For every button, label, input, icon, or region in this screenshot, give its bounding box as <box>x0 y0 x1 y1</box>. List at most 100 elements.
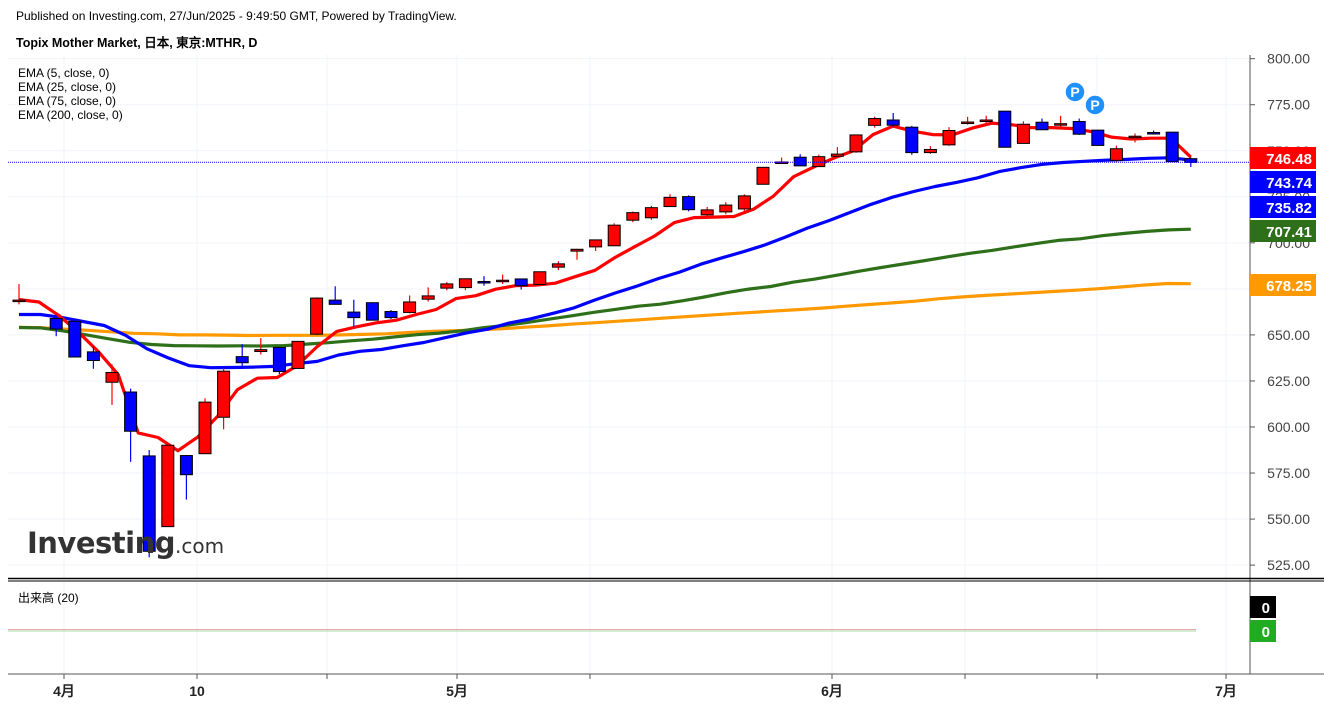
candle <box>1109 145 1123 163</box>
candle-body <box>979 119 993 123</box>
candle-body <box>124 391 138 432</box>
candle-body <box>998 110 1012 148</box>
candle-body <box>291 340 305 369</box>
candle <box>886 113 900 128</box>
candle-body <box>589 239 603 248</box>
candle <box>775 157 789 164</box>
candle <box>923 146 937 154</box>
candle-body <box>86 351 100 362</box>
candle-body <box>477 281 491 284</box>
candle-body <box>812 156 826 168</box>
candle <box>272 346 286 375</box>
candle-body <box>1109 148 1123 161</box>
volume-value-bg <box>1250 596 1276 618</box>
candle-body <box>1035 121 1049 131</box>
ema5-line <box>18 121 1192 453</box>
candle-body <box>700 209 714 216</box>
price-label-text: 746.48 <box>1266 151 1312 168</box>
candle <box>254 338 268 355</box>
candle <box>700 206 714 217</box>
price-label-bg <box>1250 171 1316 193</box>
candle <box>998 110 1012 148</box>
candle-body <box>737 195 751 210</box>
candle <box>458 278 472 291</box>
candle-body <box>421 295 435 300</box>
candle-body <box>682 196 696 211</box>
ema-lines <box>18 121 1192 453</box>
candle <box>1035 118 1049 131</box>
x-tick-label: 5月 <box>446 683 468 699</box>
volume-label: 出来高 (20) <box>18 591 79 605</box>
candle-body <box>719 204 733 213</box>
volume-value-label: 0 <box>1250 620 1276 642</box>
candle-body <box>458 278 472 289</box>
candle-body <box>775 161 789 164</box>
legend-ema200: EMA (200, close, 0) <box>18 108 123 122</box>
candle-body <box>179 455 193 476</box>
candle <box>961 116 975 125</box>
price-label: 707.41 <box>1250 220 1316 242</box>
legend-ema5: EMA (5, close, 0) <box>18 66 110 80</box>
candle-body <box>868 118 882 126</box>
candle-body <box>496 279 510 283</box>
candle <box>179 454 193 500</box>
candle-body <box>272 346 286 373</box>
candle-body <box>626 212 640 221</box>
price-label-text: 735.82 <box>1266 200 1312 217</box>
candle <box>514 278 528 290</box>
grid <box>8 55 1250 674</box>
marker-circle <box>1084 94 1106 116</box>
candle <box>756 166 770 185</box>
candle <box>477 276 491 286</box>
candle-body <box>849 134 863 153</box>
candle <box>161 443 175 528</box>
price-label: 735.82 <box>1250 196 1316 218</box>
candle <box>942 127 956 146</box>
ema-legend: EMA (5, close, 0) EMA (25, close, 0) EMA… <box>18 66 123 122</box>
y-tick-label: 650.00 <box>1267 327 1310 343</box>
candle <box>291 340 305 369</box>
volume-value-text: 0 <box>1262 624 1270 641</box>
chart-title: Topix Mother Market, 日本, 東京:MTHR, D <box>16 36 258 50</box>
candle-body <box>440 283 454 289</box>
candle-body <box>384 311 398 319</box>
x-tick-label: 10 <box>189 683 205 699</box>
price-label-bg <box>1250 274 1316 296</box>
candle-body <box>756 166 770 185</box>
x-tick-label: 4月 <box>53 683 75 699</box>
candle <box>644 205 658 220</box>
ema75-line <box>18 227 1191 348</box>
candle-body <box>328 299 342 305</box>
candle <box>68 320 82 358</box>
dividend-markers: PP <box>1064 81 1106 116</box>
candle-body <box>1091 129 1105 146</box>
candle <box>421 287 435 302</box>
x-tick-label: 7月 <box>1215 683 1237 699</box>
price-label-text: 707.41 <box>1266 224 1312 241</box>
candle-body <box>365 302 379 321</box>
candle <box>905 125 919 155</box>
legend-ema75: EMA (75, close, 0) <box>18 94 117 108</box>
candle-body <box>217 370 231 418</box>
investing-logo: Investing.com <box>27 526 224 560</box>
marker-label: P <box>1070 84 1079 100</box>
price-label: 743.74 <box>1250 171 1316 193</box>
candle-body <box>663 196 677 208</box>
candle-body <box>1072 120 1086 135</box>
marker-circle <box>1064 81 1086 103</box>
candle-body <box>514 278 528 287</box>
candle <box>1016 121 1030 144</box>
candle-body <box>1016 123 1030 144</box>
candle-body <box>923 148 937 154</box>
candle <box>217 368 231 430</box>
y-tick-label: 600.00 <box>1267 419 1310 435</box>
logo-main: Investing <box>27 526 175 560</box>
candle <box>124 388 138 462</box>
candle-body <box>793 156 807 167</box>
volume-value-text: 0 <box>1262 600 1270 617</box>
candle <box>86 346 100 369</box>
candle <box>533 271 547 285</box>
candle <box>737 194 751 212</box>
candle <box>105 364 119 405</box>
